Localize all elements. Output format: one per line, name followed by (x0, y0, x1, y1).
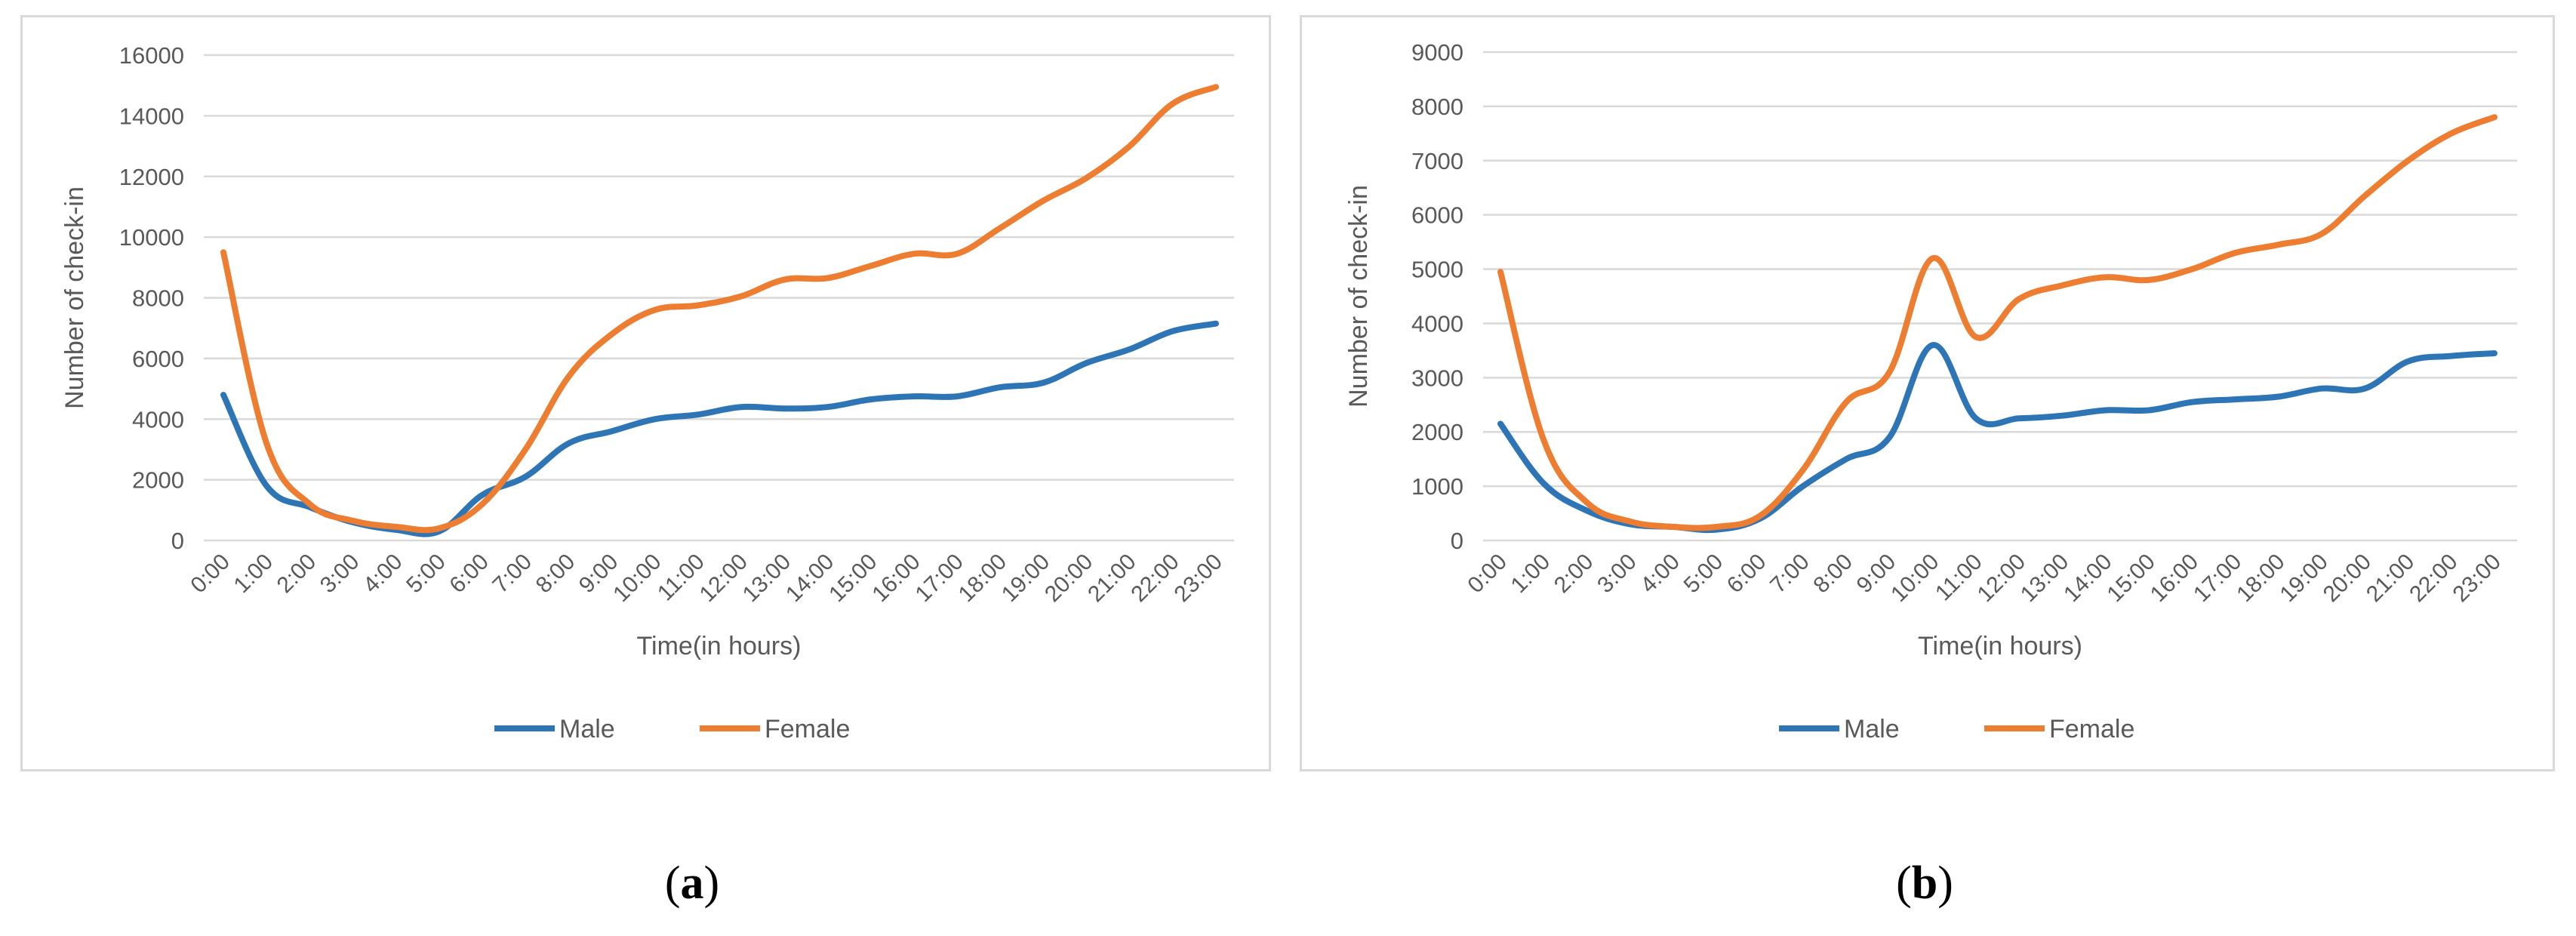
chart-a-x-tick-label: 20:00 (1040, 550, 1097, 607)
chart-b-x-tick-label: 20:00 (2319, 550, 2376, 607)
chart-b-y-tick-label: 5000 (1411, 257, 1463, 283)
chart-b-x-tick-label: 15:00 (2102, 550, 2159, 607)
caption-a: (a) (664, 857, 720, 909)
chart-b-y-tick-label: 0 (1451, 528, 1463, 554)
chart-a-x-tick-label: 18:00 (954, 550, 1011, 607)
chart-b-y-axis-label: Number of check-in (1344, 185, 1373, 408)
chart-a-x-tick-label: 15:00 (824, 550, 882, 607)
chart-a-y-tick-label: 12000 (119, 164, 184, 190)
chart-b-series-line-female (1497, 114, 2498, 531)
chart-b-series-line-male (1497, 342, 2498, 534)
chart-b-x-tick-label: 0:00 (1463, 550, 1512, 599)
chart-a-x-tick-label: 1:00 (229, 550, 279, 599)
chart-b-x-tick-label: 19:00 (2275, 550, 2332, 607)
chart-b-y-tick-label: 4000 (1411, 310, 1463, 337)
chart-b-x-tick-label: 12:00 (1973, 550, 2030, 607)
chart-a-x-tick-label: 17:00 (910, 550, 968, 607)
chart-a-x-axis-label: Time(in hours) (637, 632, 802, 660)
chart-a-series-line-female (220, 84, 1219, 534)
chart-a-series-line-male (220, 320, 1219, 537)
chart-b-x-tick-label: 13:00 (2016, 550, 2073, 607)
chart-a-x-tick-label: 21:00 (1083, 550, 1140, 607)
chart-b-x-tick-label: 7:00 (1765, 550, 1814, 599)
chart-a-x-tick-label: 10:00 (608, 550, 666, 607)
chart-a-y-tick-label: 10000 (119, 224, 184, 251)
chart-b-x-tick-label: 16:00 (2146, 550, 2203, 607)
chart-b-x-axis-label: Time(in hours) (1918, 632, 2082, 660)
chart-b-legend-label-male: Male (1844, 715, 1900, 744)
chart-a-x-tick-label: 22:00 (1126, 550, 1183, 607)
chart-panel-b: 0 1000 2000 3000 4000 5000 6000 7000 8000 9000 0:0… (1300, 15, 2555, 771)
chart-b-x-tick-label: 6:00 (1722, 550, 1771, 599)
chart-a-x-tick-label: 16:00 (867, 550, 925, 607)
chart-b-x-tick-label: 10:00 (1886, 550, 1944, 607)
chart-a: 0 2000 4000 6000 8000 10000 12000 14000 16000 0:0… (60, 42, 1234, 744)
chart-a-y-tick-label: 2000 (132, 467, 184, 494)
chart-a-y-tick-label: 6000 (132, 346, 184, 372)
chart-b-x-tick-label: 4:00 (1636, 550, 1685, 599)
chart-a-x-tick-label: 6:00 (445, 550, 494, 599)
chart-b: 0 1000 2000 3000 4000 5000 6000 7000 8000 9000 0:0… (1344, 39, 2517, 744)
chart-a-x-tick-label: 8:00 (531, 550, 580, 599)
chart-a-y-tick-label: 14000 (119, 103, 184, 129)
chart-a-x-tick-label: 3:00 (315, 550, 365, 599)
chart-b-x-tick-label: 2:00 (1550, 550, 1599, 599)
chart-b-y-tick-label: 9000 (1411, 39, 1463, 66)
chart-b-x-tick-label: 23:00 (2448, 550, 2506, 607)
chart-b-x-tick-label: 8:00 (1808, 550, 1857, 599)
chart-b-y-tick-label: 1000 (1411, 473, 1463, 500)
chart-a-x-tick-label: 7:00 (488, 550, 537, 599)
chart-a-x-tick-label: 11:00 (653, 550, 709, 606)
chart-a-legend-label-female: Female (765, 715, 850, 744)
chart-b-x-tick-label: 5:00 (1679, 550, 1728, 599)
chart-a-y-tick-label: 4000 (132, 406, 184, 433)
chart-b-x-tick-label: 3:00 (1593, 550, 1642, 599)
chart-a-x-tick-label: 19:00 (997, 550, 1054, 607)
chart-a-x-tick-label: 2:00 (272, 550, 322, 599)
chart-panel-a: 0 2000 4000 6000 8000 10000 12000 14000 16000 0:0… (20, 15, 1271, 771)
chart-b-y-tick-label: 3000 (1411, 365, 1463, 391)
chart-a-x-tick-label: 12:00 (695, 550, 752, 607)
chart-a-y-tick-label: 16000 (119, 42, 184, 69)
chart-b-x-tick-label: 18:00 (2232, 550, 2289, 607)
chart-b-x-tick-label: 14:00 (2059, 550, 2116, 607)
chart-a-x-tick-label: 5:00 (402, 550, 451, 599)
chart-a-y-tick-label: 8000 (132, 285, 184, 312)
chart-b-x-tick-label: 17:00 (2189, 550, 2246, 607)
chart-a-y-axis-label: Number of check-in (60, 186, 89, 409)
chart-b-x-tick-label: 1:00 (1507, 550, 1556, 599)
chart-b-y-tick-label: 2000 (1411, 419, 1463, 445)
chart-a-x-tick-label: 0:00 (186, 550, 235, 599)
chart-a-x-tick-label: 14:00 (781, 550, 839, 607)
chart-b-y-tick-label: 7000 (1411, 148, 1463, 174)
chart-a-legend-label-male: Male (559, 715, 615, 744)
chart-b-y-tick-label: 8000 (1411, 94, 1463, 120)
chart-b-legend-label-female: Female (2049, 715, 2134, 744)
chart-a-x-tick-label: 13:00 (738, 550, 796, 607)
chart-b-x-tick-label: 11:00 (1931, 550, 1987, 606)
chart-b-x-tick-label: 21:00 (2362, 550, 2419, 607)
chart-a-x-tick-label: 4:00 (359, 550, 408, 599)
chart-b-x-tick-label: 22:00 (2405, 550, 2462, 607)
chart-b-y-tick-label: 6000 (1411, 202, 1463, 229)
chart-a-y-tick-label: 0 (171, 528, 184, 554)
caption-b: (b) (1896, 857, 1953, 909)
chart-a-x-tick-label: 23:00 (1170, 550, 1227, 607)
